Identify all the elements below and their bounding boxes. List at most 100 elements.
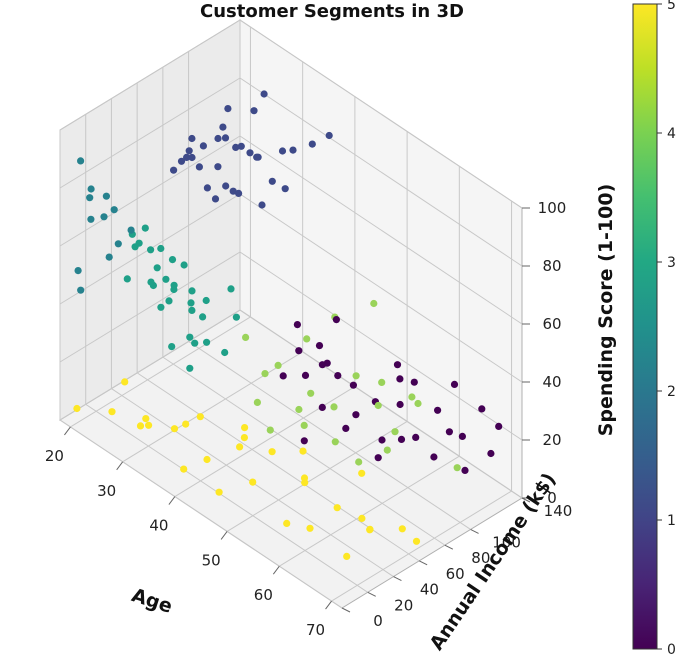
data-point-cluster-5 xyxy=(121,378,129,386)
data-point-cluster-1 xyxy=(188,134,196,143)
gridline-x-floor xyxy=(70,316,251,428)
data-point-cluster-3 xyxy=(168,343,176,351)
data-point-cluster-0 xyxy=(352,411,360,419)
data-point-cluster-2 xyxy=(105,253,113,261)
data-point-cluster-1 xyxy=(254,153,262,161)
data-point-cluster-4 xyxy=(266,426,274,434)
data-point-cluster-5 xyxy=(182,420,190,428)
x-axis-label: Age xyxy=(129,584,175,618)
data-point-cluster-1 xyxy=(177,157,186,165)
y-tick-label: 60 xyxy=(446,565,465,583)
data-point-cluster-0 xyxy=(301,371,310,379)
colorbar-tick-label: 3 xyxy=(667,255,676,271)
data-point-cluster-1 xyxy=(260,90,268,98)
x-tick-mark xyxy=(168,496,176,505)
data-point-cluster-4 xyxy=(453,464,461,472)
gridline-z-left xyxy=(59,251,241,363)
data-point-cluster-3 xyxy=(187,299,195,307)
data-point-cluster-0 xyxy=(478,405,486,413)
data-point-cluster-3 xyxy=(153,264,161,272)
y-tick-label: 0 xyxy=(373,612,383,630)
data-point-cluster-1 xyxy=(325,131,333,140)
gridline-z-back xyxy=(239,135,523,325)
y-tick-mark xyxy=(521,497,531,503)
data-point-cluster-2 xyxy=(114,240,122,248)
data-point-cluster-0 xyxy=(396,375,404,383)
data-point-cluster-0 xyxy=(393,361,402,369)
data-point-cluster-0 xyxy=(430,453,438,461)
data-point-cluster-5 xyxy=(333,504,341,512)
data-point-cluster-4 xyxy=(274,361,282,369)
data-point-cluster-3 xyxy=(157,244,165,253)
data-point-cluster-3 xyxy=(168,256,177,264)
data-point-cluster-3 xyxy=(221,348,229,357)
z-tick-label: 0 xyxy=(547,489,557,507)
data-point-cluster-3 xyxy=(135,239,143,247)
data-point-cluster-5 xyxy=(366,525,374,534)
data-points xyxy=(73,90,503,561)
z-tick-label: 40 xyxy=(542,373,561,391)
data-point-cluster-1 xyxy=(185,147,193,155)
data-point-cluster-0 xyxy=(342,424,350,432)
data-point-cluster-2 xyxy=(127,226,135,234)
data-point-cluster-5 xyxy=(398,525,406,533)
data-point-cluster-4 xyxy=(370,299,378,308)
colorbar xyxy=(632,3,658,650)
data-point-cluster-2 xyxy=(86,194,94,202)
data-point-cluster-4 xyxy=(414,399,422,408)
gridline-x-floor xyxy=(279,455,460,567)
data-point-cluster-3 xyxy=(188,306,196,314)
data-point-cluster-2 xyxy=(87,185,95,193)
data-point-cluster-2 xyxy=(87,215,95,223)
data-point-cluster-3 xyxy=(180,261,188,269)
data-point-cluster-3 xyxy=(141,224,149,232)
data-point-cluster-1 xyxy=(214,163,222,171)
gridline-z-left xyxy=(59,77,241,189)
y-tick-mark xyxy=(393,576,402,582)
gridline-x-floor xyxy=(226,420,408,532)
data-point-cluster-4 xyxy=(253,398,261,406)
data-point-cluster-4 xyxy=(408,393,416,401)
gridline-y-floor xyxy=(188,341,471,530)
gridline-z-back xyxy=(239,251,523,441)
colorbar-tick-label: 1 xyxy=(667,513,676,529)
data-point-cluster-1 xyxy=(170,166,178,174)
data-point-cluster-0 xyxy=(458,432,466,440)
y-tick-label: 20 xyxy=(394,596,413,614)
data-point-cluster-1 xyxy=(203,184,211,192)
y-tick-mark xyxy=(341,607,351,613)
data-point-cluster-4 xyxy=(378,378,386,386)
data-point-cluster-0 xyxy=(295,347,303,355)
y-tick-label: 140 xyxy=(544,502,573,520)
gridline-z-back xyxy=(239,193,523,383)
colorbar-tick-label: 2 xyxy=(667,384,676,400)
x-tick-label: 60 xyxy=(254,586,273,604)
data-point-cluster-2 xyxy=(102,192,110,200)
data-point-cluster-4 xyxy=(261,370,269,378)
data-point-cluster-2 xyxy=(77,157,85,165)
data-point-cluster-1 xyxy=(258,201,266,209)
data-point-cluster-0 xyxy=(318,403,326,411)
data-point-cluster-5 xyxy=(306,524,314,532)
colorbar-tick-label: 0 xyxy=(667,642,676,658)
x-tick-label: 40 xyxy=(149,517,168,535)
data-point-cluster-1 xyxy=(268,177,276,185)
data-point-cluster-0 xyxy=(397,435,406,443)
data-point-cluster-0 xyxy=(396,400,404,409)
data-point-cluster-3 xyxy=(186,364,194,372)
data-point-cluster-1 xyxy=(199,142,207,150)
data-point-cluster-1 xyxy=(237,142,245,150)
data-point-cluster-5 xyxy=(196,413,204,421)
data-point-cluster-5 xyxy=(136,422,145,430)
data-point-cluster-3 xyxy=(157,303,165,311)
data-point-cluster-3 xyxy=(147,278,155,286)
data-point-cluster-0 xyxy=(300,437,308,445)
data-point-cluster-3 xyxy=(199,313,207,321)
y-tick-label: 80 xyxy=(471,549,490,567)
x-tick-label: 50 xyxy=(202,551,221,569)
data-point-cluster-5 xyxy=(412,537,421,545)
data-point-cluster-3 xyxy=(203,338,211,346)
